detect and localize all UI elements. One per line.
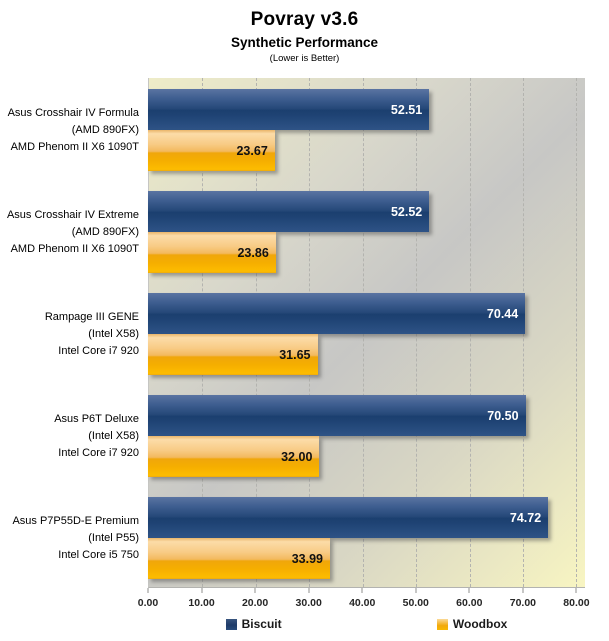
x-tick-label: 0.00	[137, 597, 159, 609]
x-tick-label: 30.00	[295, 597, 322, 609]
category-line: Rampage III GENE	[44, 310, 139, 323]
category-line: Asus Crosshair IV Extreme	[6, 208, 139, 221]
woodbox-bar: 23.86	[148, 232, 276, 273]
legend-entry-woodbox: Woodbox	[436, 617, 508, 631]
category-label: Asus P7P55D-E Premium (Intel P55) Intel …	[0, 497, 148, 579]
woodbox-bar: 23.67	[148, 130, 275, 171]
bar-group: 70.44 31.65	[148, 293, 585, 375]
category-line: Asus P7P55D-E Premium	[12, 514, 139, 527]
category-line: Intel Core i7 920	[58, 446, 139, 459]
chart-row: Rampage III GENE (Intel X58) Intel Core …	[0, 293, 585, 375]
biscuit-bar: 52.52	[148, 191, 430, 232]
x-tick-label: 80.00	[563, 597, 590, 609]
category-line: (AMD 890FX)	[71, 123, 139, 136]
chart-title: Povray v3.6	[250, 9, 359, 30]
x-tick-label: 60.00	[456, 597, 483, 609]
axis-tick	[575, 588, 577, 593]
bar-value-label: 74.72	[509, 510, 542, 525]
bar-group: 52.52 23.86	[148, 191, 585, 273]
axis-tick	[308, 588, 310, 593]
x-axis-labels: 0.00 10.00 20.00 30.00 40.00 50.00 60.00 70.00 8…	[138, 597, 590, 611]
chart-subtitle: Synthetic Performance	[230, 35, 379, 50]
chart-row: Asus Crosshair IV Formula (AMD 890FX) AM…	[0, 89, 585, 171]
chart-row: Asus P6T Deluxe (Intel X58) Intel Core i…	[0, 395, 585, 477]
category-line: AMD Phenom II X6 1090T	[10, 242, 139, 255]
bar-value-label: 52.52	[390, 204, 423, 219]
axis-tick	[201, 588, 203, 593]
woodbox-bar: 33.99	[148, 538, 330, 579]
bar-group: 74.72 33.99	[148, 497, 585, 579]
biscuit-bar: 70.44	[148, 293, 526, 334]
axis-tick	[361, 588, 363, 593]
chart-row: Asus P7P55D-E Premium (Intel P55) Intel …	[0, 497, 585, 579]
biscuit-bar: 74.72	[148, 497, 549, 538]
axis-tick	[147, 588, 149, 593]
category-line: (Intel P55)	[88, 531, 139, 544]
bar-value-label: 70.44	[486, 306, 519, 321]
axis-tick	[468, 588, 470, 593]
biscuit-swatch-icon	[225, 618, 237, 630]
axis-tick	[415, 588, 417, 593]
biscuit-bar: 70.50	[148, 395, 526, 436]
category-line: (Intel X58)	[88, 429, 139, 442]
x-tick-label: 50.00	[402, 597, 429, 609]
axis-tickmarks	[147, 588, 585, 594]
category-line: (Intel X58)	[88, 327, 139, 340]
woodbox-bar: 32.00	[148, 436, 320, 477]
woodbox-bar: 31.65	[148, 334, 318, 375]
chart-note: (Lower is Better)	[269, 53, 340, 64]
legend: Biscuit Woodbox	[148, 615, 585, 633]
bar-group: 52.51 23.67	[148, 89, 585, 171]
bar-value-label: 33.99	[291, 551, 323, 566]
bar-value-label: 31.65	[279, 347, 311, 362]
chart-row: Asus Crosshair IV Extreme (AMD 890FX) AM…	[0, 191, 585, 273]
biscuit-bar: 52.51	[148, 89, 430, 130]
axis-tick	[254, 588, 256, 593]
category-line: (AMD 890FX)	[71, 225, 139, 238]
gridline	[576, 78, 578, 587]
legend-label: Biscuit	[241, 617, 282, 631]
category-label: Asus Crosshair IV Formula (AMD 890FX) AM…	[0, 89, 148, 171]
bar-value-label: 23.67	[236, 143, 268, 158]
legend-entry-biscuit: Biscuit	[225, 617, 282, 631]
category-label: Asus P6T Deluxe (Intel X58) Intel Core i…	[0, 395, 148, 477]
title-block: Povray v3.6 Synthetic Performance (Lower…	[0, 9, 609, 64]
x-tick-label: 10.00	[188, 597, 215, 609]
category-label: Rampage III GENE (Intel X58) Intel Core …	[0, 293, 148, 375]
axis-tick	[522, 588, 524, 593]
category-line: Intel Core i5 750	[58, 548, 139, 561]
category-label: Asus Crosshair IV Extreme (AMD 890FX) AM…	[0, 191, 148, 273]
woodbox-swatch-icon	[436, 618, 448, 630]
category-line: Asus P6T Deluxe	[54, 412, 139, 425]
x-tick-label: 40.00	[349, 597, 376, 609]
category-line: AMD Phenom II X6 1090T	[10, 140, 139, 153]
category-line: Asus Crosshair IV Formula	[7, 106, 139, 119]
bar-value-label: 70.50	[487, 408, 519, 423]
x-tick-label: 20.00	[241, 597, 269, 609]
legend-label: Woodbox	[452, 617, 508, 631]
category-line: Intel Core i7 920	[58, 344, 139, 357]
bar-value-label: 23.86	[237, 245, 269, 260]
x-tick-label: 70.00	[509, 597, 537, 609]
bar-group: 70.50 32.00	[148, 395, 585, 477]
bar-value-label: 32.00	[281, 449, 313, 464]
bar-value-label: 52.51	[390, 102, 423, 117]
